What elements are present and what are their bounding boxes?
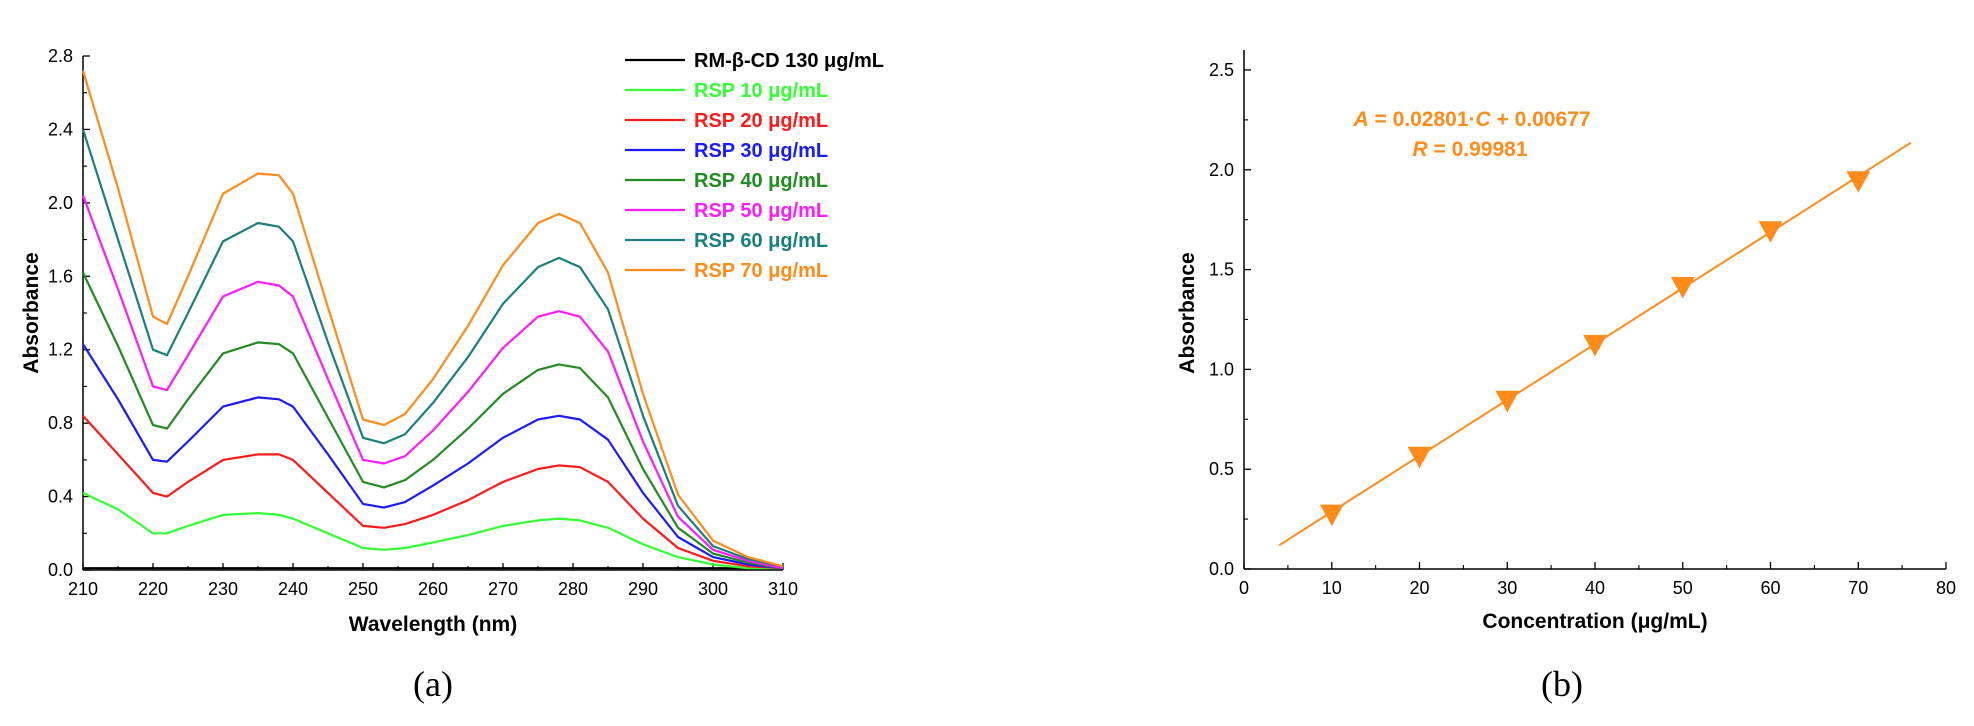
panel-a-y-tick-label: 0.8 <box>48 413 73 433</box>
panel-b-axes <box>1243 50 1946 570</box>
series-line-6 <box>81 129 784 568</box>
panel-a-y-tick-label: 1.2 <box>48 340 73 360</box>
panel-a-x-tick-label: 210 <box>68 579 98 599</box>
panel-a-x-tick-label: 280 <box>558 579 588 599</box>
panel-a-y-tick-label: 2.8 <box>48 46 73 66</box>
series-line-3 <box>82 343 784 570</box>
panel-a-x-tick-label: 300 <box>698 579 728 599</box>
series-line-2 <box>82 415 784 570</box>
r-var: R <box>1412 138 1428 161</box>
series-line-7 <box>81 70 784 568</box>
data-point-marker-1 <box>1407 446 1432 469</box>
panel-a-x-tick-label: 260 <box>418 579 448 599</box>
panel-a-x-tick-label: 270 <box>488 579 518 599</box>
panel-b-y-tick-label: 1.0 <box>1209 359 1234 379</box>
equation-intercept: + 0.00677 <box>1491 108 1591 131</box>
equation-var-c: C <box>1476 108 1492 131</box>
legend-label-6: RSP 60 μg/mL <box>694 230 828 252</box>
legend-label-3: RSP 30 μg/mL <box>694 140 828 162</box>
panel-b-y-tick-label: 0.0 <box>1209 559 1234 579</box>
panel-b-y-tick-label: 0.5 <box>1209 459 1234 479</box>
panel-a-y-tick-label: 2.4 <box>48 119 73 139</box>
panel-b-x-tick-label: 20 <box>1409 578 1429 598</box>
panel-b-r-value: R = 0.99981 <box>1412 138 1527 161</box>
panel-b-y-tick-label: 2.5 <box>1209 60 1234 80</box>
legend-label-1: RSP 10 μg/mL <box>694 80 828 102</box>
panel-b-x-axis-label: Concentration (μg/mL) <box>1482 610 1707 633</box>
panel-a-series-lines <box>81 70 784 570</box>
data-point-marker-3 <box>1583 334 1607 357</box>
panel-b-x-tick-label: 50 <box>1673 578 1693 598</box>
panel-a-x-tick-label: 250 <box>348 579 378 599</box>
data-point-marker-6 <box>1846 171 1871 193</box>
panel-a-spectra-chart: 210 220 230 240 250 260 270 280 290 300 310 0.0 0.4 0… <box>20 46 884 704</box>
legend-label-5: RSP 50 μg/mL <box>694 200 828 222</box>
panel-b-x-tick-label: 30 <box>1497 578 1517 598</box>
panel-a-y-tick-label: 0.4 <box>48 487 73 507</box>
panel-b-x-tick-label: 70 <box>1848 578 1868 598</box>
panel-b-equation: A = 0.02801·C + 0.00677 <box>1352 108 1590 131</box>
panel-b-y-axis-label: Absorbance <box>1176 252 1199 373</box>
panel-b-x-tick-label: 80 <box>1936 578 1956 598</box>
panel-b-x-tick-label: 10 <box>1322 578 1342 598</box>
equation-slope: = 0.02801· <box>1369 108 1476 131</box>
panel-a-ticks: 210 220 230 240 250 260 270 280 290 300 310 0.0 0.4 0… <box>48 46 798 599</box>
panel-b-y-tick-label: 2.0 <box>1209 160 1234 180</box>
equation-var-a: A <box>1352 108 1368 131</box>
legend-label-2: RSP 20 μg/mL <box>694 110 828 132</box>
panel-a-x-tick-label: 310 <box>768 579 798 599</box>
panel-b-x-tick-label: 40 <box>1585 578 1605 598</box>
series-line-1 <box>82 491 783 570</box>
data-point-marker-2 <box>1495 390 1520 413</box>
panel-a-x-tick-label: 230 <box>208 579 238 599</box>
panel-a-x-tick-label: 220 <box>138 579 168 599</box>
r-value: = 0.99981 <box>1428 138 1528 161</box>
panel-a-y-tick-label: 2.0 <box>48 193 73 213</box>
legend-label-4: RSP 40 μg/mL <box>694 170 828 192</box>
panel-a-y-tick-label: 1.6 <box>48 266 73 286</box>
series-line-5 <box>81 195 784 570</box>
legend-label-7: RSP 70 μg/mL <box>694 260 828 282</box>
data-point-marker-4 <box>1670 277 1695 299</box>
panel-a-x-tick-label: 240 <box>278 579 308 599</box>
panel-b-label: (b) <box>1541 664 1583 704</box>
data-point-marker-0 <box>1319 504 1344 527</box>
panel-b-x-tick-label: 60 <box>1760 578 1780 598</box>
panel-a-y-tick-label: 0.0 <box>48 560 73 580</box>
panel-a-label: (a) <box>413 664 453 704</box>
panel-a-y-axis-label: Absorbance <box>20 252 43 373</box>
panel-a-x-axis-label: Wavelength (nm) <box>349 613 517 636</box>
panel-b-x-tick-label: 0 <box>1239 578 1249 598</box>
legend-label-0: RM-β-CD 130 μg/mL <box>694 50 884 72</box>
series-line-4 <box>82 272 784 570</box>
panel-a-legend: RM-β-CD 130 μg/mL RSP 10 μg/mL RSP 20 μg/m… <box>625 50 884 282</box>
panel-b-y-tick-label: 1.5 <box>1209 260 1234 280</box>
panel-b-calibration-chart: 0 10 20 30 40 50 60 70 80 0.0 0.5 1.0 1.5 2.0 2.5 A = … <box>1176 50 1956 704</box>
panel-b-ticks: 0 10 20 30 40 50 60 70 80 0.0 0.5 1.0 1.5 2.0 2.5 <box>1209 60 1956 598</box>
panel-b-data-points <box>1319 171 1871 527</box>
panel-a-x-tick-label: 290 <box>628 579 658 599</box>
data-point-marker-5 <box>1758 221 1783 243</box>
